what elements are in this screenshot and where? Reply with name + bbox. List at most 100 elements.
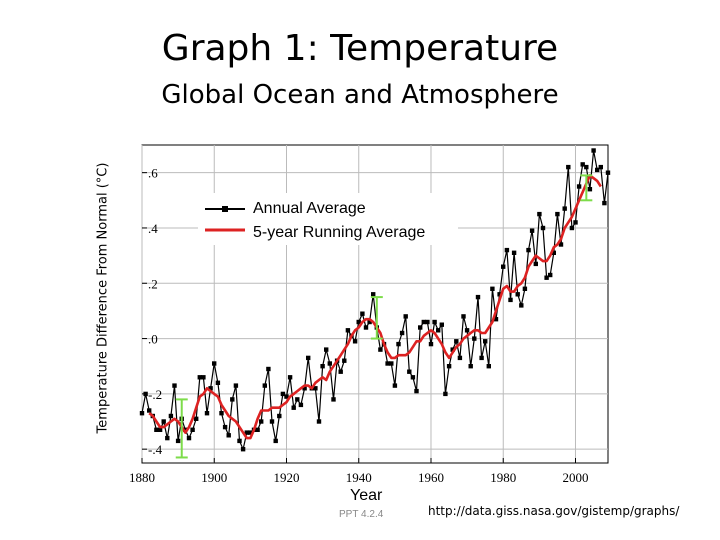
annual-average-point (331, 397, 336, 402)
annual-average-point (316, 419, 322, 424)
annual-average-point (515, 292, 520, 297)
annual-average-point (591, 148, 596, 153)
annual-average-point (320, 364, 325, 369)
x-tick-label: 1980 (490, 470, 516, 485)
annual-average-point (425, 319, 430, 325)
y-tick-label: -.2 (148, 387, 162, 402)
annual-average-point (165, 435, 170, 441)
annual-average-point (486, 364, 491, 369)
y-axis-ticks: -.4 -.2 .0 .2 .4 .6 (142, 166, 163, 457)
annual-average-point (475, 294, 481, 300)
annual-average-point (204, 411, 210, 416)
annual-average-point (215, 380, 221, 385)
annual-average-point (356, 319, 361, 325)
annual-average-point (352, 339, 358, 344)
annual-average-point (262, 383, 267, 388)
annual-average-point (291, 405, 296, 410)
annual-average-point (190, 427, 195, 432)
annual-average-point (439, 322, 444, 327)
annual-average-point (558, 242, 564, 247)
annual-average-point (327, 361, 332, 366)
annual-average-point (587, 187, 593, 192)
annual-average-point (566, 164, 571, 170)
annual-average-point (186, 435, 192, 441)
annual-average-point (313, 386, 318, 391)
annual-average-point (244, 430, 249, 435)
annual-average-point (526, 247, 531, 253)
annual-average-point (201, 375, 206, 380)
annual-average-point (226, 433, 231, 438)
annual-average-point (584, 164, 589, 170)
annual-average-point (407, 369, 412, 374)
annual-average-point (240, 447, 246, 452)
annual-average-point (396, 341, 401, 347)
legend-annual-marker (222, 206, 228, 212)
annual-average-point (432, 319, 437, 325)
plot-area (141, 144, 609, 464)
annual-average-point (298, 402, 304, 408)
chart-subtitle: Global Ocean and Atmosphere (161, 80, 559, 110)
annual-average-point (389, 361, 394, 366)
annual-average-point (360, 311, 365, 316)
legend: Annual Average 5-year Running Average (198, 193, 458, 245)
x-tick-label: 1900 (201, 470, 227, 485)
annual-average-point (273, 438, 278, 444)
annual-average-point (219, 411, 224, 416)
x-tick-label: 1940 (346, 470, 372, 485)
annual-average-point (490, 286, 495, 291)
annual-average-point (233, 383, 239, 388)
annual-average-point (544, 275, 549, 280)
annual-average-point (143, 391, 148, 397)
x-axis-ticks: 1880 1900 1920 1940 1960 1980 2000 (129, 458, 588, 485)
annual-average-point (139, 411, 145, 416)
annual-average-point (255, 427, 260, 432)
annual-average-point (230, 397, 235, 402)
legend-box (198, 193, 458, 245)
slide-id: PPT 4.2.4 (339, 509, 384, 520)
x-tick-label: 1880 (129, 470, 155, 485)
annual-average-point (414, 388, 419, 394)
annual-average-point (378, 347, 383, 352)
y-tick-label: .4 (148, 221, 158, 236)
annual-average-point (197, 375, 202, 380)
annual-average-point (266, 366, 271, 372)
x-axis-label: Year (350, 487, 383, 504)
annual-average-point (280, 391, 286, 397)
annual-average-point (598, 164, 603, 170)
annual-average-point (511, 250, 517, 255)
annual-average-point (461, 314, 466, 319)
chart-title: Graph 1: Temperature (161, 28, 559, 69)
annual-average-point (519, 303, 524, 308)
y-tick-label: -.4 (148, 442, 163, 457)
annual-average-point (443, 391, 448, 397)
annual-average-point (605, 170, 611, 175)
running-average-line (148, 174, 602, 440)
x-tick-label: 1920 (273, 470, 299, 485)
annual-average-point (338, 369, 343, 374)
annual-average-point (392, 383, 398, 388)
annual-average-point (580, 162, 585, 167)
annual-average-point (175, 438, 181, 444)
annual-average-point (504, 247, 510, 253)
annual-average-point (345, 328, 351, 333)
annual-average-point (493, 317, 499, 322)
annual-average-point (421, 319, 426, 325)
annual-average-point (436, 328, 441, 333)
annual-average-point (446, 364, 452, 369)
annual-average-point (371, 292, 376, 297)
annual-average-point (573, 220, 578, 225)
annual-average-point (551, 250, 556, 255)
annual-average-point (194, 416, 199, 421)
annual-average-point (172, 383, 177, 388)
annual-average-point (385, 361, 390, 366)
annual-average-point (306, 355, 311, 361)
annual-average-point (472, 336, 477, 341)
annual-average-point (363, 325, 369, 330)
annual-average-point (595, 167, 600, 173)
annual-average-point (418, 325, 423, 330)
annual-average-point (569, 225, 575, 231)
annual-average-point (212, 361, 217, 366)
annual-average-point (399, 330, 405, 336)
annual-average-point (222, 424, 228, 430)
